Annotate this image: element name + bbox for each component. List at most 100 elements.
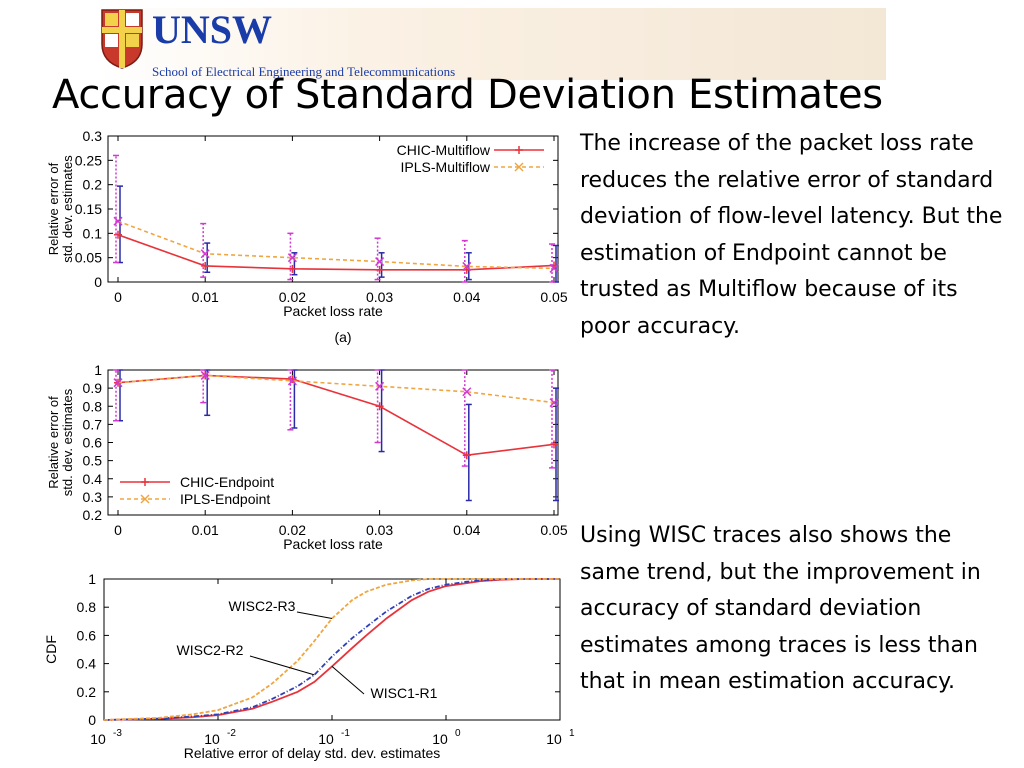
- y-tick-label: 0.25: [75, 152, 102, 168]
- data-point: [287, 376, 297, 386]
- data-point: [288, 264, 297, 273]
- org-wordmark: UNSW: [152, 7, 273, 52]
- annotation-arrow: [249, 655, 315, 676]
- y-tick-label: 0: [88, 712, 96, 728]
- x-tick-label: 0.02: [279, 522, 306, 538]
- x-tick-label: 10: [204, 731, 220, 747]
- x-axis-label: Packet loss rate: [283, 536, 383, 552]
- data-point: [549, 398, 559, 408]
- data-point: [200, 249, 210, 259]
- x-tick-label: 0.03: [366, 522, 393, 538]
- data-point: [462, 451, 471, 460]
- x-tick-label: 0.01: [192, 522, 219, 538]
- x-tick-label: 10: [546, 731, 562, 747]
- y-tick-label: 0.1: [83, 225, 103, 241]
- data-point: [287, 253, 297, 263]
- data-point: [201, 261, 210, 270]
- y-axis-label: Relative error of: [46, 396, 61, 489]
- x-tick-label: 10: [90, 731, 106, 747]
- series-line: [117, 374, 555, 404]
- x-tick-label: 0.04: [453, 522, 480, 538]
- y-tick-label: 0.8: [77, 599, 97, 615]
- y-tick-label: 0.3: [83, 128, 103, 144]
- data-point: [375, 265, 384, 274]
- y-tick-label: 0.2: [83, 177, 103, 193]
- y-tick-label: 0.4: [77, 656, 97, 672]
- data-point: [375, 257, 385, 267]
- y-axis-label: Relative error of: [46, 162, 61, 255]
- data-point: [113, 378, 123, 388]
- y-tick-label: 0.05: [75, 250, 102, 266]
- x-tick-label: 10: [432, 731, 448, 747]
- series-line: [117, 220, 555, 270]
- x-tick-label: 0: [114, 522, 122, 538]
- y-tick-label: 0.3: [83, 489, 103, 505]
- chart-cdf: 0 0.2 0.4 0.6 0.8 1 10 -3 10 -2 10 -1 10 0 10 1 Relative…: [0, 568, 575, 763]
- y-tick-label: 1: [88, 571, 96, 587]
- data-point: [113, 216, 123, 226]
- legend-marker: [140, 494, 150, 504]
- cdf-series-line: [103, 578, 560, 721]
- y-tick-label: 0.2: [77, 684, 97, 700]
- x-axis-label: Relative error of delay std. dev. estima…: [184, 745, 441, 761]
- cdf-series-line: [103, 578, 560, 721]
- data-point: [462, 261, 472, 271]
- y-tick-label: 0.2: [83, 507, 103, 523]
- data-point: [375, 381, 385, 391]
- y-axis-label: std. dev. estimates: [60, 155, 75, 263]
- x-axis-label: Packet loss rate: [283, 303, 383, 319]
- data-point: [549, 263, 559, 273]
- data-point: [375, 402, 384, 411]
- y-tick-label: 0.8: [83, 398, 103, 414]
- chart-endpoint: 0.2 0.3 0.4 0.5 0.6 0.7 0.8 0.9 1 0 0.01 0.02 0.03 0.…: [0, 360, 570, 560]
- school-name: School of Electrical Engineering and Tel…: [152, 64, 456, 79]
- y-axis-label: std. dev. estimates: [60, 388, 75, 496]
- legend-marker: [514, 162, 524, 172]
- data-point: [462, 387, 472, 397]
- unsw-crest-icon: [101, 9, 143, 69]
- cdf-series-line: [103, 578, 560, 721]
- annotation-arrow: [331, 666, 365, 695]
- legend-label: CHIC-Endpoint: [180, 474, 274, 490]
- legend-label: CHIC-Multiflow: [397, 142, 491, 158]
- y-tick-label: 0: [94, 274, 102, 290]
- chart-multiflow-svg: 0 0.05 0.1 0.15 0.2 0.25 0.3 0 0.01 0.02 0.03 0.04 0…: [46, 128, 568, 345]
- series-annotation: WISC2-R3: [229, 598, 296, 614]
- legend-label: IPLS-Multiflow: [401, 159, 491, 175]
- plot-frame: [107, 135, 559, 283]
- x-tick-exponent: -1: [341, 728, 350, 739]
- x-tick-label: 0.03: [366, 289, 393, 305]
- series-line: [117, 234, 555, 271]
- slide-title: Accuracy of Standard Deviation Estimates: [52, 72, 883, 118]
- body-paragraph-2: Using WISC traces also shows the same tr…: [580, 523, 981, 694]
- series-annotation: WISC1-R1: [371, 685, 438, 701]
- legend-label: IPLS-Endpoint: [180, 491, 270, 507]
- series-line: [117, 374, 555, 457]
- x-tick-exponent: 1: [569, 728, 575, 739]
- legend-marker: [141, 478, 149, 486]
- data-point: [550, 440, 558, 449]
- annotation-arrow: [296, 611, 333, 619]
- x-tick-label: 0.05: [540, 522, 567, 538]
- x-tick-label: 0.02: [279, 289, 306, 305]
- data-point: [200, 370, 210, 380]
- chart-multiflow: 0 0.05 0.1 0.15 0.2 0.25 0.3 0 0.01 0.02 0.03 0.04 0…: [0, 128, 570, 353]
- y-tick-label: 0.15: [75, 201, 102, 217]
- data-point: [114, 230, 122, 239]
- y-tick-label: 0.7: [83, 416, 103, 432]
- y-tick-label: 0.4: [83, 471, 103, 487]
- x-tick-exponent: -2: [227, 728, 236, 739]
- x-tick-label: 0.04: [453, 289, 480, 305]
- plot-frame: [103, 578, 561, 721]
- body-paragraph-1: The increase of the packet loss rate red…: [580, 131, 1003, 339]
- series-annotation: WISC2-R2: [177, 642, 244, 658]
- x-tick-exponent: 0: [455, 728, 461, 739]
- chart-endpoint-svg: 0.2 0.3 0.4 0.5 0.6 0.7 0.8 0.9 1 0 0.01 0.02 0.03 0.…: [46, 362, 568, 552]
- chart-caption: (a): [334, 329, 351, 345]
- header-banner: [98, 8, 886, 80]
- y-axis-label: CDF: [43, 635, 59, 664]
- chart-cdf-svg: 0 0.2 0.4 0.6 0.8 1 10 -3 10 -2 10 -1 10 0 10 1 Relative…: [43, 571, 575, 761]
- x-tick-exponent: -3: [113, 728, 122, 739]
- x-tick-label: 10: [318, 731, 334, 747]
- x-tick-label: 0.05: [540, 289, 567, 305]
